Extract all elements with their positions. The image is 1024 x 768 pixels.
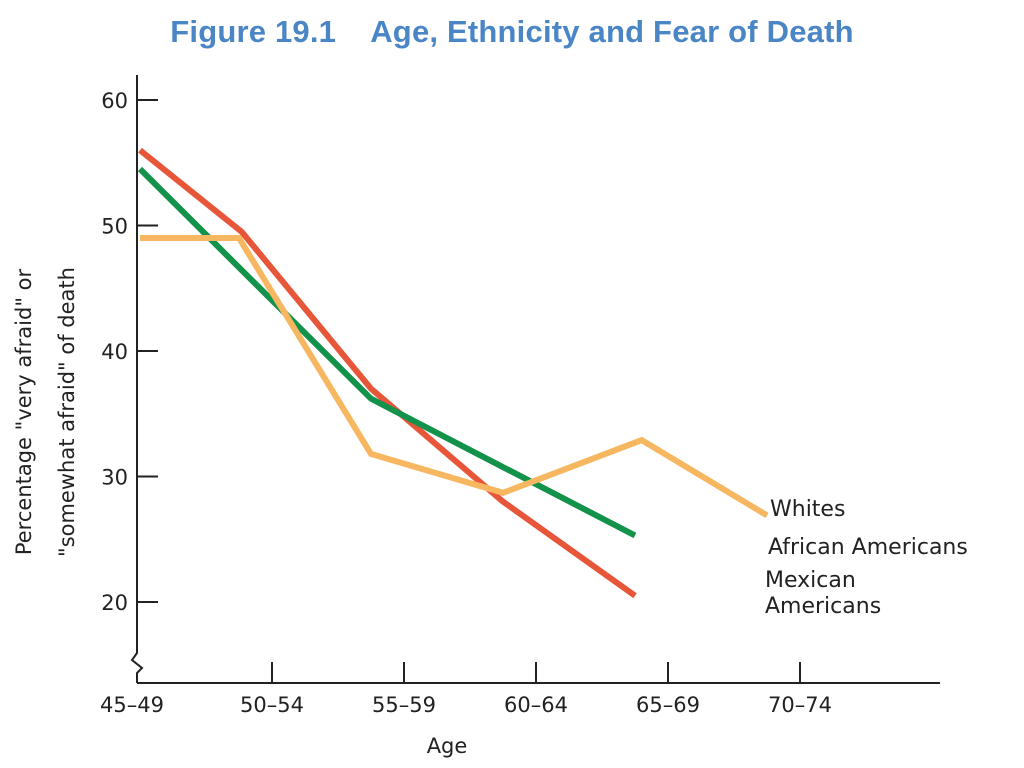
- x-tick-label: 60–64: [504, 693, 568, 717]
- series-label-mexican-americans: Americans: [765, 594, 881, 619]
- series-line-whites: [140, 235, 769, 518]
- y-tick-label: 40: [101, 340, 128, 364]
- y-tick-label: 20: [101, 591, 128, 615]
- series-lines: [137, 147, 769, 599]
- series-label-african-americans: African Americans: [768, 535, 968, 560]
- y-tick-label: 60: [101, 89, 128, 113]
- y-tick-label: 50: [101, 215, 128, 239]
- axes: [130, 75, 940, 684]
- y-axis-title-line2: "somewhat afraid" of death: [55, 267, 79, 557]
- y-axis-line: [130, 75, 144, 683]
- x-tick-label: 55–59: [372, 693, 436, 717]
- x-tick-label: 45–49: [100, 693, 164, 717]
- x-tick-label: 50–54: [240, 693, 304, 717]
- x-axis-title: Age: [427, 734, 468, 758]
- figure-title: Figure 19.1 Age, Ethnicity and Fear of D…: [170, 14, 854, 49]
- series-line-mexican-americans: [138, 147, 637, 599]
- x-tick-label: 65–69: [636, 693, 700, 717]
- series-label-whites: Whites: [770, 497, 845, 522]
- y-axis-title: Percentage "very afraid" or "somewhat af…: [12, 267, 79, 557]
- y-axis-title-line1: Percentage "very afraid" or: [12, 268, 36, 555]
- series-line-african-americans: [137, 166, 637, 539]
- x-tick-label: 70–74: [768, 693, 832, 717]
- y-tick-label: 30: [101, 466, 128, 490]
- series-label-mexican-americans: Mexican: [765, 568, 856, 593]
- y-ticks: 20 30 40 50 60: [101, 89, 158, 615]
- x-ticks: 45–49 50–54 55–59 60–64 65–69 70–74: [100, 662, 832, 717]
